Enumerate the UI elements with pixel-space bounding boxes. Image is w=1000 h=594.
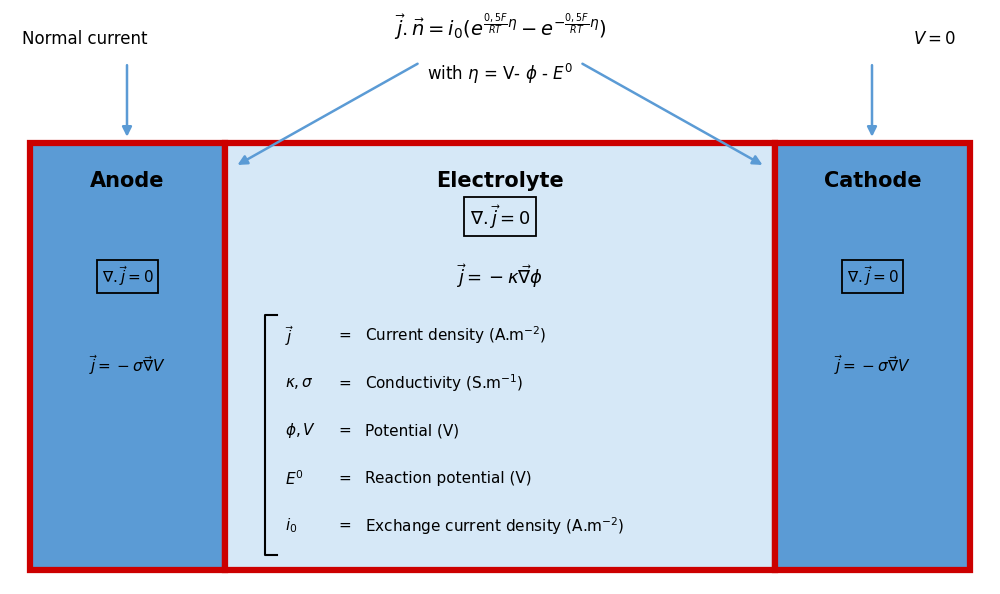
Text: =: = [339, 375, 351, 391]
Text: Potential (V): Potential (V) [365, 423, 459, 438]
Text: =: = [339, 518, 351, 533]
Text: Anode: Anode [90, 171, 165, 191]
Text: with $\eta$ = V- $\phi$ - $E^0$: with $\eta$ = V- $\phi$ - $E^0$ [427, 62, 573, 86]
Text: Conductivity (S.m$^{-1}$): Conductivity (S.m$^{-1}$) [365, 372, 523, 394]
Text: =: = [339, 328, 351, 343]
Bar [775, 143, 970, 570]
Text: $E^0$: $E^0$ [285, 469, 304, 488]
Text: =: = [339, 470, 351, 486]
Text: Normal current: Normal current [22, 30, 148, 48]
Text: Current density (A.m$^{-2}$): Current density (A.m$^{-2}$) [365, 325, 546, 346]
Bar [30, 143, 225, 570]
Text: =: = [339, 423, 351, 438]
Text: $i_0$: $i_0$ [285, 516, 297, 535]
Text: $\vec{j} = -\kappa\vec{\nabla}\phi$: $\vec{j} = -\kappa\vec{\nabla}\phi$ [456, 263, 544, 290]
Text: $\vec{j}.\vec{n} = i_0(e^{\frac{0,5F}{RT}\eta} - e^{-\frac{0,5F}{RT}\eta})$: $\vec{j}.\vec{n} = i_0(e^{\frac{0,5F}{RT… [394, 11, 606, 43]
Text: Electrolyte: Electrolyte [436, 171, 564, 191]
Text: $\nabla.\vec{j} = 0$: $\nabla.\vec{j} = 0$ [470, 203, 530, 230]
Text: $\vec{j}$: $\vec{j}$ [285, 324, 295, 347]
Text: Reaction potential (V): Reaction potential (V) [365, 470, 532, 486]
Text: $\nabla.\vec{j} = 0$: $\nabla.\vec{j} = 0$ [102, 264, 153, 288]
Text: Exchange current density (A.m$^{-2}$): Exchange current density (A.m$^{-2}$) [365, 515, 624, 536]
Text: $\kappa, \sigma$: $\kappa, \sigma$ [285, 375, 314, 391]
Bar [225, 143, 775, 570]
Text: $\nabla.\vec{j} = 0$: $\nabla.\vec{j} = 0$ [847, 264, 898, 288]
Text: $\vec{j} = -\sigma\vec{\nabla}V$: $\vec{j} = -\sigma\vec{\nabla}V$ [834, 353, 911, 377]
Text: $V = 0$: $V = 0$ [913, 30, 957, 48]
Text: $\vec{j} = -\sigma\vec{\nabla}V$: $\vec{j} = -\sigma\vec{\nabla}V$ [89, 353, 166, 377]
Text: Cathode: Cathode [824, 171, 921, 191]
Text: $\phi, V$: $\phi, V$ [285, 421, 316, 440]
